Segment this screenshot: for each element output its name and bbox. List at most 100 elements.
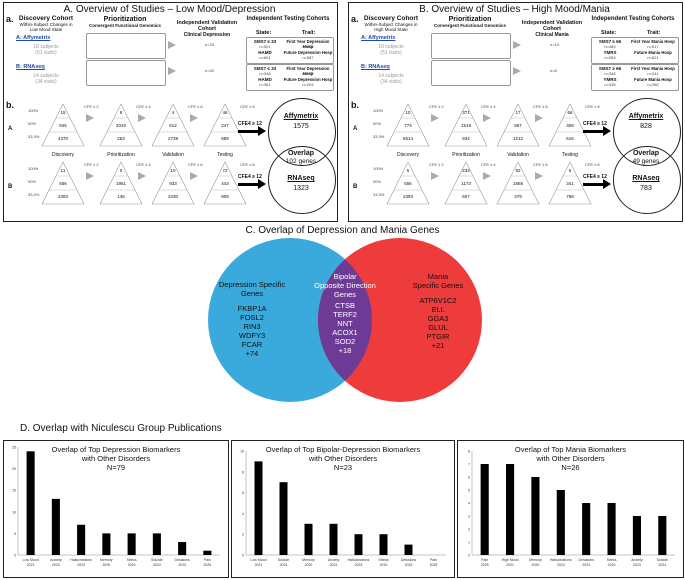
funnel-triangle (41, 103, 85, 147)
stage-label: Validation (162, 152, 184, 158)
right-arrow-icon (258, 179, 266, 189)
x-tick-year: 2024 (280, 563, 288, 567)
gene-name: FOSL2 (240, 313, 264, 322)
x-tick-year: 2023 (633, 563, 641, 567)
funnel-value: 17 (515, 110, 521, 115)
x-tick-label: Anxiety (50, 558, 62, 562)
testing-box-1: SMS7 ≤ 33 n=501 HAMD n=601 First Year De… (246, 37, 334, 64)
state-n1: n=348 (259, 71, 271, 76)
chart-subtitle: with Other Disorders (536, 454, 605, 463)
bar-chart: Overlap of Top Mania Biomarkers with Othe… (457, 440, 684, 578)
x-tick-year: 2025 (203, 563, 211, 567)
bar (127, 533, 136, 555)
bar (178, 542, 187, 555)
bar (658, 516, 667, 555)
arrow-icon (86, 172, 94, 180)
venn-mid-name: Overlap (287, 150, 315, 157)
cfe-threshold: CFE ≥ 6 (533, 104, 548, 109)
funnel-outline (99, 161, 143, 205)
bar (304, 523, 313, 555)
funnel-outline (444, 103, 488, 147)
gene-name: ELL (431, 305, 445, 314)
gene-name: +21 (431, 341, 445, 350)
venn-mid-text: Bipolar Opposite Direction Genes CTSB TER… (303, 272, 387, 355)
y-tick-label: 0 (468, 554, 470, 558)
panel-b-discovery: Discovery Cohort Within-Subject Changes … (361, 15, 421, 85)
venn-bot-n: 1323 (293, 185, 309, 192)
funnel-value: 0 (119, 168, 123, 173)
right-gene-list: ATP6V1C2 ELL GGA3 GLUL PTGIR +21 (396, 296, 480, 350)
state-l2: HAMD (258, 50, 272, 55)
x-tick-year: 2021 (255, 563, 263, 567)
bar (607, 503, 616, 555)
funnel-triangle (41, 161, 85, 205)
rna-v: (34 visits) (35, 79, 57, 85)
pct-label: 33.3% (373, 192, 385, 197)
funnel-value: 146 (117, 194, 125, 199)
cfe-threshold: CFE ≥ 8 (240, 104, 255, 109)
right-arrow-icon (603, 179, 611, 189)
cfg-diagram-a1 (86, 33, 166, 59)
funnel-outline (203, 161, 247, 205)
panel-b-validation: Independent Validation Cohort Clinical M… (517, 20, 587, 38)
funnel-value: 845 (59, 123, 67, 128)
venn-right-text: Mania Specific Genes ATP6V1C2 ELL GGA3 GLUL… (396, 272, 480, 350)
funnel-value: 4370 (57, 136, 68, 141)
mid-gene-list: CTSB TERF2 NNT ACOX1 SOD2 +18 (303, 301, 387, 355)
testing-box-2: SMS7 ≤ 33 n=348 HAMD n=361 First Year De… (246, 64, 334, 91)
cfe-label-top: CFE4 ≥ 12 (583, 121, 607, 127)
funnel-outline (151, 161, 195, 205)
x-tick-year: 2019 (608, 563, 616, 567)
funnel-value: 15 (60, 110, 66, 115)
gene-name: +74 (245, 349, 259, 358)
x-tick-year: 2025 (481, 563, 489, 567)
venn-top-n: 1575 (293, 123, 309, 130)
cfe-label-bot: CFE4 ≥ 12 (238, 174, 262, 180)
bar-chart: Overlap of Top Depression Biomarkers with… (3, 440, 229, 578)
y-tick-label: 15 (12, 489, 16, 493)
x-tick-label: Pain (204, 558, 211, 562)
funnel-value: 934 (462, 136, 470, 141)
funnel-value: 2032 (115, 123, 126, 128)
trait-l2: Future Mania Hosp (634, 50, 672, 55)
cfe-threshold: CFE ≥ 2 (84, 104, 99, 109)
bar (506, 464, 515, 555)
funnel-value: 1951 (115, 181, 126, 186)
trait-n1: n=517 (647, 44, 659, 49)
testing-state: State: (256, 30, 272, 36)
chart-subtitle: with Other Disorders (308, 454, 378, 463)
venn-mid-n: 49 genes (632, 158, 660, 165)
gene-name: GGA3 (427, 314, 449, 323)
funnel-value: 867 (514, 123, 522, 128)
pct-label: 100% (373, 166, 384, 171)
funnel-triangle (548, 161, 592, 205)
testing-trait: Trait: (302, 30, 316, 36)
y-tick-label: 8 (242, 470, 244, 474)
stage-label: Validation (507, 152, 529, 158)
x-tick-year: 2023 (178, 563, 186, 567)
cfe-threshold: CFE ≥ 4 (136, 162, 151, 167)
state-n2: n=601 (259, 55, 271, 60)
cfe-threshold: CFE ≥ 2 (429, 104, 444, 109)
funnel-triangle (99, 103, 143, 147)
x-tick-label: Pain (430, 558, 437, 562)
y-tick-label: 10 (240, 450, 244, 454)
x-tick-label: Stress (607, 558, 617, 562)
affy-label: A: Affymetrix (361, 35, 396, 41)
funnel-outline (203, 103, 247, 147)
funnel-value: 4 (171, 110, 175, 115)
right-title-1: Mania (427, 272, 449, 281)
arrow-icon (138, 172, 146, 180)
stage-label: Testing (562, 152, 578, 158)
testing-title: Independent Testing Cohorts (246, 16, 330, 22)
left-title-1: Depression Specific (218, 280, 286, 289)
funnel-outline (386, 161, 430, 205)
trait-n2: n=621 (647, 55, 659, 60)
funnel-value: 46 (222, 110, 228, 115)
x-tick-year: 2023 (582, 563, 590, 567)
y-tick-label: 7 (468, 463, 470, 467)
pct-label: 33.3% (373, 134, 385, 139)
gene-name: FCAR (241, 340, 263, 349)
trait-n2: n=587 (302, 55, 314, 60)
